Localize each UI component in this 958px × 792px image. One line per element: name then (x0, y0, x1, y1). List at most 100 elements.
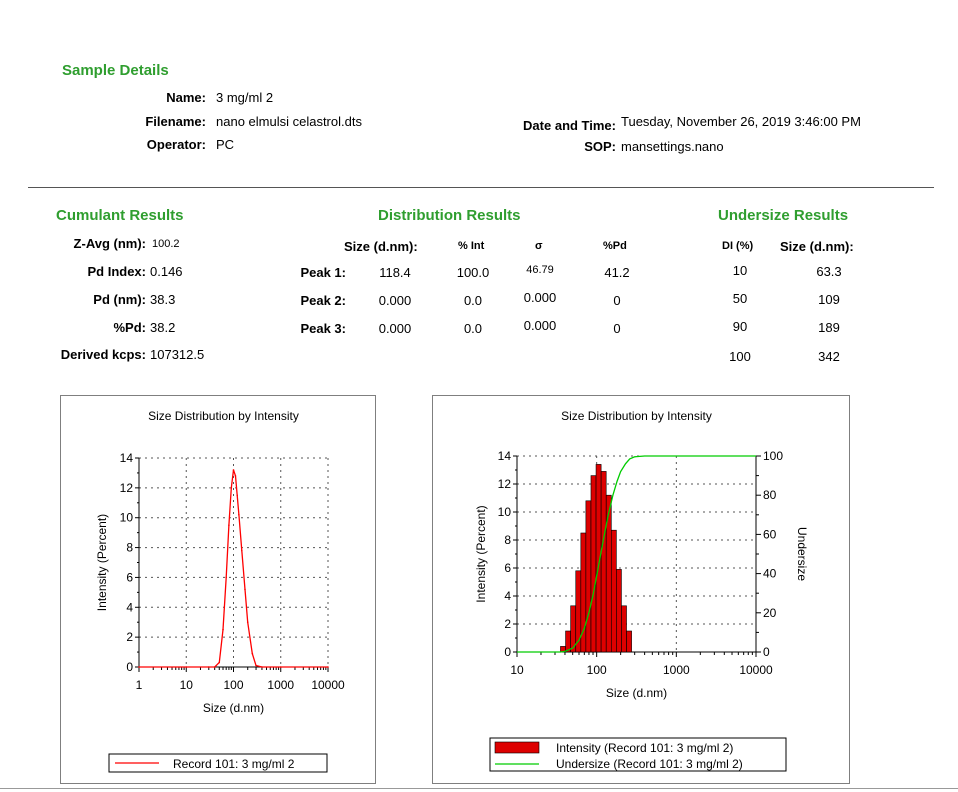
series-point (234, 475, 237, 477)
series-point (207, 666, 210, 668)
series-point (251, 652, 254, 655)
undersize-di-2: 50 (732, 291, 748, 306)
series-point (279, 666, 282, 668)
peak1-sigma: 46.79 (526, 264, 554, 276)
y-tick-label: 12 (498, 477, 512, 491)
undersize-di-4: 100 (729, 349, 751, 364)
undersize-di-1: 10 (732, 263, 748, 278)
cumulant-header: Cumulant Results (56, 207, 184, 224)
peak2-size: 0.000 (378, 293, 412, 308)
y-tick-label: 12 (120, 481, 134, 495)
y-tick-label: 4 (126, 600, 133, 614)
y-tick-label: 0 (126, 660, 133, 674)
chart-title: Size Distribution by Intensity (561, 409, 712, 423)
series-point (232, 469, 235, 471)
y-tick-label: 10 (120, 511, 134, 525)
sop-value: mansettings.nano (621, 139, 724, 154)
y-tick-label: 6 (504, 561, 511, 575)
series-point (238, 513, 240, 516)
series-point (261, 666, 263, 668)
y2-axis-label: Undersize (795, 527, 809, 581)
zavg-label: Z-Avg (nm): (73, 236, 146, 251)
peak1-pd: 41.2 (604, 265, 630, 280)
distribution-header: Distribution Results (378, 207, 521, 224)
pdi-value: 0.146 (150, 264, 183, 279)
series-point (244, 588, 246, 591)
dist-col-pd: %Pd (603, 240, 627, 252)
y2-tick-label: 60 (763, 527, 777, 541)
peak1-int: 100.0 (456, 265, 490, 280)
x-tick-label: 10 (510, 663, 524, 677)
zavg-value: 100.2 (152, 238, 180, 250)
intensity-undersize-chart: Size Distribution by Intensity 0 2 4 6 8 10 12 1… (474, 409, 809, 772)
y-tick-label: 8 (504, 533, 511, 547)
filename-label: Filename: (145, 114, 206, 129)
peak1-size: 118.4 (379, 265, 411, 280)
series-point (222, 628, 224, 631)
undersize-di-3: 90 (732, 319, 748, 334)
y2-tick-label: 40 (763, 567, 777, 581)
histogram-bar (616, 569, 622, 653)
y-tick-label: 6 (126, 570, 133, 584)
legend-label-intensity: Intensity (Record 101: 3 mg/ml 2) (556, 741, 733, 755)
undersize-col-di: DI (%) (722, 240, 754, 252)
y-tick-label: 8 (126, 541, 133, 555)
series-point (213, 666, 216, 668)
chart-panel-right: Size Distribution by Intensity 0 2 4 6 8 10 12 1… (432, 395, 850, 784)
undersize-size-4: 342 (818, 349, 840, 364)
x-axis-label: Size (d.nm) (203, 701, 264, 715)
series-point (225, 576, 227, 579)
peak1-label: Peak 1: (300, 265, 346, 280)
peak2-int: 0.0 (463, 293, 483, 308)
peak3-label: Peak 3: (300, 321, 346, 336)
series-point (236, 494, 239, 497)
series-point (241, 549, 243, 552)
chart-panel-left: Size Distribution by Intensity 0 2 4 6 8 10 12 1… (60, 395, 376, 784)
series-point (228, 524, 230, 526)
series-point (185, 666, 188, 668)
pd-nm-value: 38.3 (150, 292, 176, 307)
x-tick-label: 10000 (739, 663, 773, 677)
histogram-bar (590, 475, 597, 653)
x-tick-label: 1000 (663, 663, 690, 677)
section-divider (28, 187, 934, 188)
dist-col-int: % Int (458, 240, 485, 252)
series-point (138, 666, 140, 668)
y-axis-label: Intensity (Percent) (474, 505, 488, 602)
legend-label-undersize: Undersize (Record 101: 3 mg/ml 2) (556, 757, 743, 771)
x-tick-label: 100 (223, 678, 243, 692)
undersize-col-size: Size (d.nm): (780, 239, 854, 254)
intensity-line-chart: Size Distribution by Intensity 0 2 4 6 8 10 12 1… (95, 409, 345, 773)
x-tick-label: 1 (136, 678, 143, 692)
histogram-bar (626, 630, 632, 653)
y-tick-label: 14 (120, 451, 134, 465)
x-tick-label: 1000 (267, 678, 294, 692)
legend-label: Record 101: 3 mg/ml 2 (173, 757, 295, 771)
pdi-label: Pd Index: (87, 264, 146, 279)
sample-details-header: Sample Details (62, 62, 169, 79)
peak3-pd: 0 (613, 321, 621, 336)
histogram-bar (600, 471, 607, 653)
peak2-pd: 0 (613, 293, 621, 308)
y-tick-label: 4 (504, 589, 511, 603)
page-bottom-border (0, 788, 958, 789)
peak2-sigma: 0.000 (523, 290, 557, 305)
peak2-label: Peak 2: (300, 293, 346, 308)
histogram-bar (585, 500, 592, 653)
series-point (230, 487, 233, 489)
pd-percent-label: %Pd: (113, 320, 147, 335)
derived-kcps-label: Derived kcps: (60, 347, 146, 362)
datetime-value: Tuesday, November 26, 2019 3:46:00 PM (621, 114, 861, 129)
y-tick-label: 2 (126, 630, 133, 644)
undersize-size-2: 109 (818, 292, 840, 307)
series-point (327, 666, 329, 668)
peak3-int: 0.0 (463, 321, 483, 336)
x-tick-label: 10000 (311, 678, 345, 692)
y-tick-label: 10 (498, 505, 512, 519)
pd-nm-label: Pd (nm): (93, 292, 146, 307)
operator-value: PC (216, 137, 235, 152)
peak3-size: 0.000 (378, 321, 412, 336)
series-line-record-101 (139, 469, 328, 668)
dist-col-sigma: σ (535, 240, 543, 252)
y-tick-label: 0 (504, 645, 511, 659)
